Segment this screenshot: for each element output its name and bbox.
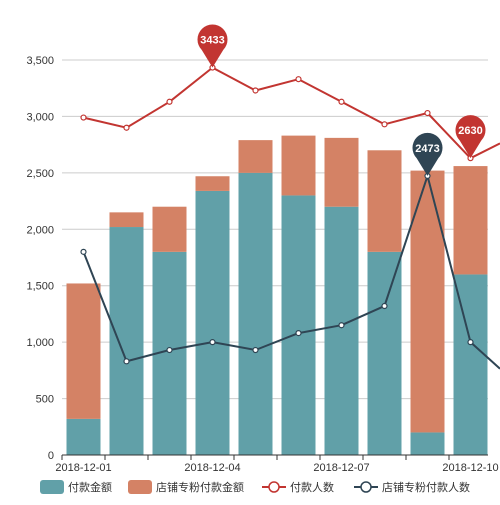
- bar[interactable]: [196, 176, 230, 191]
- line-point[interactable]: [167, 99, 172, 104]
- line-point[interactable]: [124, 359, 129, 364]
- y-tick-label: 3,000: [26, 111, 54, 123]
- bar[interactable]: [454, 166, 488, 274]
- line-point[interactable]: [81, 249, 86, 254]
- line-point[interactable]: [81, 115, 86, 120]
- line-point[interactable]: [339, 323, 344, 328]
- y-tick-label: 1,000: [26, 337, 54, 349]
- legend-swatch-marker: [269, 482, 279, 492]
- x-tick-label: 2018-12-07: [313, 462, 369, 474]
- line-point[interactable]: [382, 304, 387, 309]
- bar[interactable]: [411, 432, 445, 455]
- bar[interactable]: [67, 283, 101, 418]
- bar[interactable]: [110, 212, 144, 227]
- bar[interactable]: [67, 419, 101, 455]
- mark-point-label: 2473: [415, 143, 439, 155]
- y-tick-label: 3,500: [26, 55, 54, 67]
- legend-swatch: [128, 480, 152, 494]
- bar[interactable]: [282, 195, 316, 455]
- bar[interactable]: [325, 207, 359, 455]
- line-point[interactable]: [210, 340, 215, 345]
- legend-item[interactable]: 店铺专粉付款金额: [128, 480, 244, 494]
- bar[interactable]: [239, 140, 273, 173]
- bar[interactable]: [368, 252, 402, 455]
- x-tick-label: 2018-12-04: [184, 462, 240, 474]
- y-tick-label: 1,500: [26, 281, 54, 293]
- mark-point-label: 3433: [200, 35, 224, 47]
- legend-label: 店铺专粉付款金额: [156, 480, 244, 494]
- bar[interactable]: [239, 173, 273, 455]
- line-point[interactable]: [468, 340, 473, 345]
- bar[interactable]: [153, 207, 187, 252]
- line-point[interactable]: [124, 125, 129, 130]
- bar[interactable]: [454, 274, 488, 455]
- bar[interactable]: [368, 150, 402, 252]
- bar[interactable]: [282, 136, 316, 196]
- line-point[interactable]: [253, 88, 258, 93]
- x-tick-label: 2018-12-01: [55, 462, 111, 474]
- line-point[interactable]: [339, 99, 344, 104]
- y-tick-label: 500: [36, 394, 54, 406]
- line-point[interactable]: [425, 111, 430, 116]
- line-point[interactable]: [167, 348, 172, 353]
- y-tick-label: 2,000: [26, 224, 54, 236]
- line-point[interactable]: [382, 122, 387, 127]
- y-tick-label: 0: [48, 450, 54, 462]
- legend-item[interactable]: 付款人数: [262, 480, 334, 494]
- legend[interactable]: 付款金额 店铺专粉付款金额 付款人数 店铺专粉付款人数: [40, 480, 470, 494]
- legend-item[interactable]: 付款金额: [40, 480, 112, 494]
- bar[interactable]: [110, 227, 144, 455]
- legend-label: 付款金额: [68, 480, 112, 494]
- line-point[interactable]: [296, 331, 301, 336]
- legend-swatch-marker: [361, 482, 371, 492]
- bar[interactable]: [196, 191, 230, 455]
- bar[interactable]: [325, 138, 359, 207]
- y-tick-label: 2,500: [26, 168, 54, 180]
- legend-label: 店铺专粉付款人数: [382, 480, 470, 494]
- legend-swatch: [40, 480, 64, 494]
- legend-label: 付款人数: [290, 480, 334, 494]
- mark-point-label: 2630: [458, 125, 482, 137]
- legend-item[interactable]: 店铺专粉付款人数: [354, 480, 470, 494]
- line-point[interactable]: [253, 348, 258, 353]
- line-point[interactable]: [296, 77, 301, 82]
- x-tick-label: 2018-12-10: [442, 462, 498, 474]
